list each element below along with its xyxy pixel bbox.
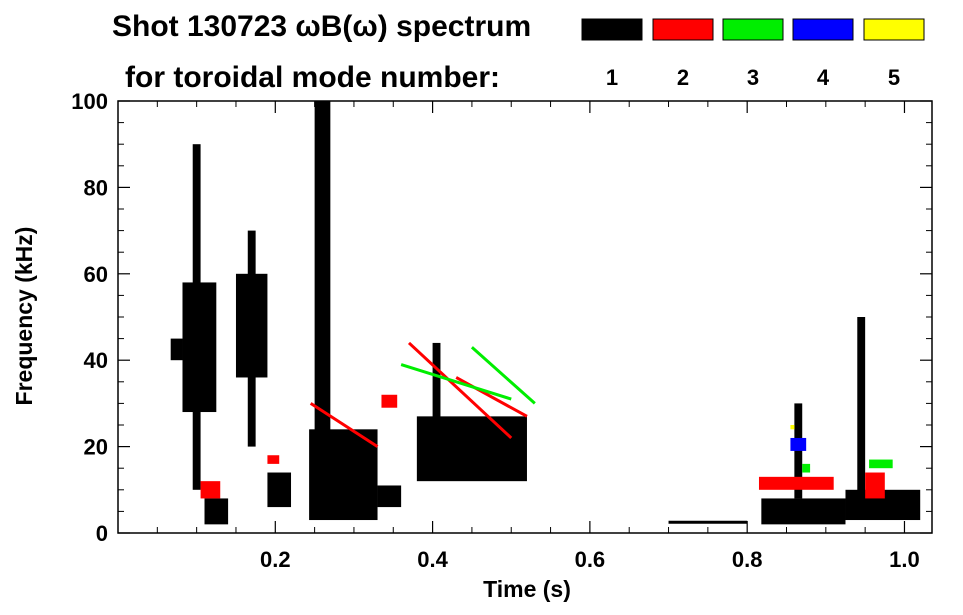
- chirp-trace-mode-2: [309, 402, 379, 448]
- y-tick-label: 20: [84, 435, 108, 460]
- legend: 1 2 3 4 5: [581, 18, 925, 90]
- legend-label-mode-4: 4: [817, 65, 830, 90]
- y-tick-label: 40: [84, 348, 108, 373]
- spectral-feature-mode-1: [857, 317, 866, 499]
- y-axis-label: Frequency (kHz): [11, 227, 37, 406]
- spectral-feature-mode-3: [802, 463, 811, 473]
- spectral-feature-mode-1: [247, 230, 256, 447]
- spectral-feature-mode-2: [200, 481, 221, 499]
- spectral-feature-mode-1: [204, 498, 229, 525]
- spectral-feature-mode-4: [790, 437, 807, 451]
- y-tick-label: 100: [71, 89, 108, 114]
- spectral-feature-mode-2: [758, 476, 834, 490]
- legend-swatch-mode-5: [863, 18, 925, 41]
- x-axis-label: Time (s): [483, 576, 571, 602]
- plot-features: [170, 101, 921, 525]
- spectral-feature-mode-5: [790, 425, 795, 430]
- y-tick-label: 0: [96, 521, 108, 546]
- spectral-feature-mode-1: [170, 338, 183, 361]
- spectral-feature-mode-1: [377, 485, 402, 508]
- legend-label-mode-1: 1: [606, 65, 618, 90]
- chirp-trace-mode-3: [400, 363, 512, 401]
- spectral-feature-mode-1: [267, 472, 292, 508]
- legend-swatch-mode-3: [722, 18, 784, 41]
- x-tick-label: 0.8: [732, 547, 763, 572]
- chart-title: Shot 130723 ωB(ω) spectrum: [112, 10, 531, 43]
- spectral-feature-mode-2: [865, 472, 885, 499]
- spectral-feature-mode-3: [869, 459, 893, 469]
- spectral-feature-mode-1: [432, 342, 441, 425]
- legend-label-mode-5: 5: [888, 65, 900, 90]
- x-tick-label: 0.4: [417, 547, 448, 572]
- y-tick-label: 80: [84, 175, 108, 200]
- chirp-trace-mode-3: [470, 346, 536, 405]
- x-tick-label: 0.2: [260, 547, 291, 572]
- legend-swatch-mode-1: [581, 18, 643, 41]
- legend-label-mode-2: 2: [677, 65, 689, 90]
- spectral-feature-mode-1: [761, 498, 846, 525]
- legend-swatch-mode-4: [792, 18, 854, 41]
- axes: 0.2 0.4 0.6 0.8 1.0 0 20 40 60 80 100: [71, 89, 932, 572]
- x-tick-label: 0.6: [575, 547, 606, 572]
- y-tick-label: 60: [84, 262, 108, 287]
- spectral-feature-mode-1: [416, 416, 527, 482]
- x-tick-label: 1.0: [889, 547, 920, 572]
- legend-label-mode-3: 3: [747, 65, 759, 90]
- spectral-feature-mode-1: [192, 144, 201, 490]
- spectral-feature-mode-2: [267, 455, 280, 464]
- spectral-feature-mode-2: [381, 394, 398, 408]
- chart-subtitle: for toroidal mode number:: [125, 61, 500, 94]
- spectral-feature-mode-1: [314, 101, 331, 447]
- legend-swatch-mode-2: [652, 18, 714, 41]
- chirp-trace-mode-2: [407, 341, 513, 440]
